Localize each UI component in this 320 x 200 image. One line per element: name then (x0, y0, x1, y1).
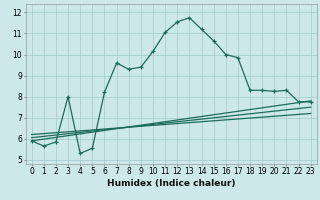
X-axis label: Humidex (Indice chaleur): Humidex (Indice chaleur) (107, 179, 236, 188)
